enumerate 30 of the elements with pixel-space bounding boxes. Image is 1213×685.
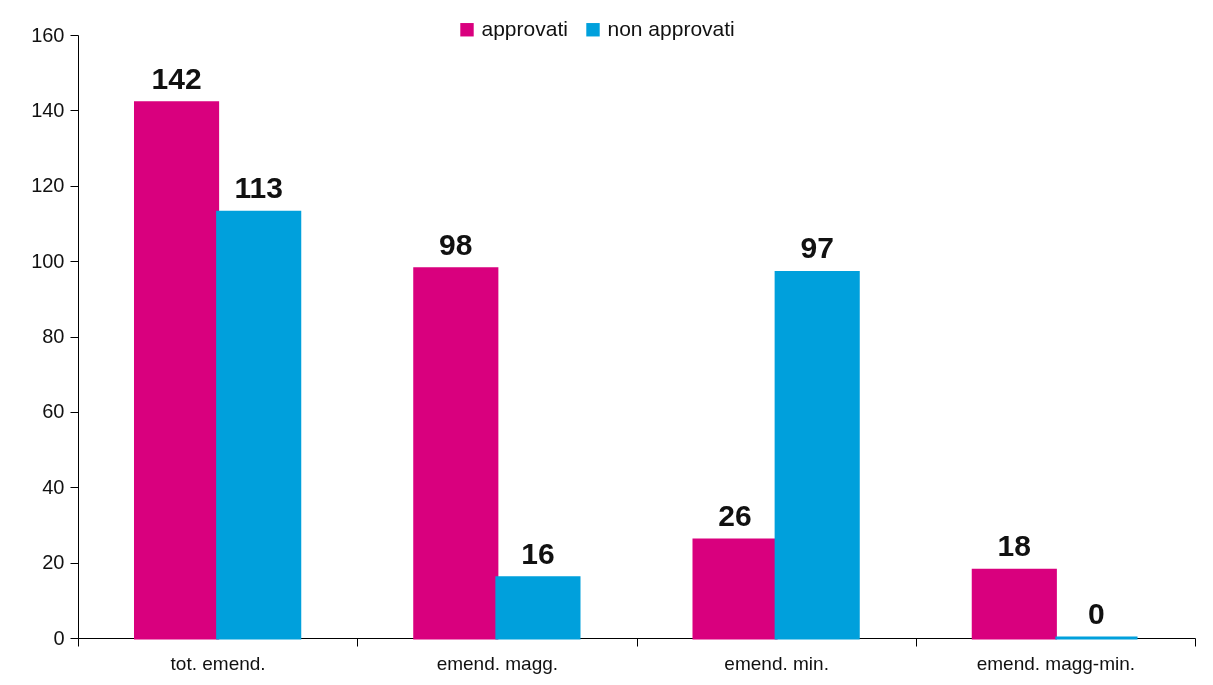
x-tick-label: emend. magg-min.: [976, 652, 1136, 674]
bar: [692, 538, 778, 640]
y-tick-label: 160: [31, 23, 65, 46]
y-tick-label: 40: [42, 475, 65, 498]
y-tick-label: 120: [31, 174, 65, 197]
y-tick-label: 140: [31, 98, 65, 121]
y-tick-label: 20: [42, 551, 65, 574]
y-tick-label: 60: [42, 400, 65, 423]
bar: [495, 576, 581, 640]
data-label: 18: [997, 529, 1031, 563]
legend-label: non approvati: [607, 16, 735, 40]
bar: [774, 270, 860, 640]
data-label: 16: [521, 536, 555, 570]
y-tick-label: 0: [53, 626, 65, 649]
bar: [133, 101, 220, 640]
bar: [971, 568, 1057, 640]
y-tick-label: 80: [42, 325, 65, 347]
x-tick-label: tot. emend.: [170, 652, 266, 674]
data-label: 113: [234, 171, 283, 205]
x-tick-label: emend. min.: [724, 652, 829, 674]
bar: [216, 210, 302, 640]
data-label: 26: [718, 499, 752, 533]
x-tick-label: emend. magg.: [436, 652, 559, 674]
data-label: 97: [800, 231, 834, 265]
data-label: 142: [151, 61, 202, 95]
y-tick-label: 100: [31, 249, 65, 272]
legend-label: approvati: [481, 16, 568, 40]
data-label: 0: [1088, 597, 1105, 630]
bar: [413, 267, 499, 640]
data-label: 98: [439, 227, 473, 261]
